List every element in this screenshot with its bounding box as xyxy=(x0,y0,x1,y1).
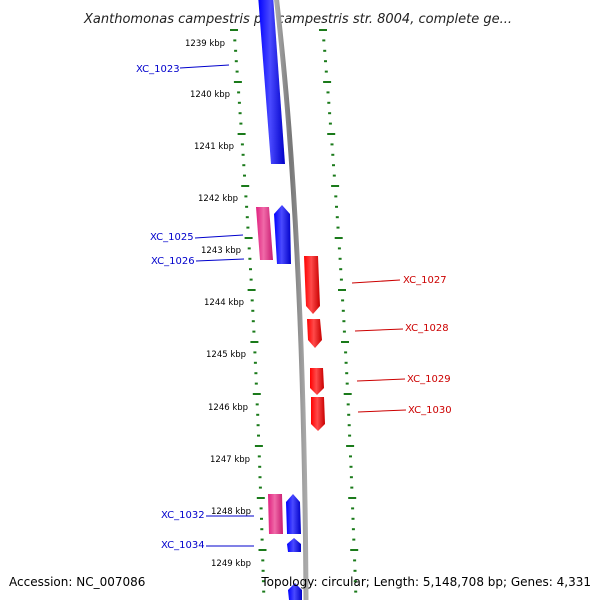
gene-label-XC_1029[interactable]: XC_1029 xyxy=(407,374,451,385)
gene-labels: XC_1023 XC_1025 XC_1026 XC_1027 XC_1028 … xyxy=(136,64,452,551)
accession-text: Accession: NC_007086 xyxy=(9,575,145,589)
leader-XC_1030 xyxy=(357,409,407,413)
leader-XC_1025 xyxy=(194,234,244,239)
leader-XC_1023 xyxy=(179,64,230,69)
gene-XC_1025[interactable] xyxy=(256,207,273,260)
gene-XC_1030[interactable] xyxy=(311,397,325,431)
tick-label-1247: 1247 kbp xyxy=(210,455,250,465)
tick-label-1244: 1244 kbp xyxy=(204,298,244,308)
gene-label-XC_1032[interactable]: XC_1032 xyxy=(161,510,205,521)
leader-XC_1027 xyxy=(351,279,401,284)
gene-XC_1033[interactable] xyxy=(286,494,301,534)
tick-label-1243: 1243 kbp xyxy=(201,246,241,256)
gene-XC_1028[interactable] xyxy=(307,319,322,348)
gene-XC_1032[interactable] xyxy=(268,494,283,534)
tick-label-1249: 1249 kbp xyxy=(211,559,251,569)
gene-label-XC_1030[interactable]: XC_1030 xyxy=(408,405,452,416)
gene-XC_1034[interactable] xyxy=(287,538,301,552)
gene-label-XC_1028[interactable]: XC_1028 xyxy=(405,323,449,334)
outer-scale-ticks xyxy=(319,29,359,593)
tick-label-1248: 1248 kbp xyxy=(211,507,251,517)
topology-text: Topology: circular; Length: 5,148,708 bp… xyxy=(260,575,591,589)
tick-label-1241: 1241 kbp xyxy=(194,142,234,152)
map-title: Xanthomonas campestris pv. campestris st… xyxy=(83,12,512,27)
tick-label-1242: 1242 kbp xyxy=(198,194,238,204)
leader-XC_1029 xyxy=(356,378,406,382)
tick-label-1246: 1246 kbp xyxy=(208,403,248,413)
leader-XC_1028 xyxy=(354,328,404,332)
gene-label-XC_1025[interactable]: XC_1025 xyxy=(150,232,194,243)
scale-labels: 1239 kbp 1240 kbp 1241 kbp 1242 kbp 1243… xyxy=(185,39,251,569)
gene-label-XC_1034[interactable]: XC_1034 xyxy=(161,540,205,551)
gene-XC_1023[interactable] xyxy=(258,0,285,164)
gene-XC_1027[interactable] xyxy=(304,256,320,314)
gene-XC_1035[interactable] xyxy=(288,583,302,600)
gene-features xyxy=(256,0,325,600)
gene-XC_1029[interactable] xyxy=(310,368,324,395)
tick-label-1240: 1240 kbp xyxy=(190,90,230,100)
gene-label-XC_1027[interactable]: XC_1027 xyxy=(403,275,447,286)
gene-label-XC_1023[interactable]: XC_1023 xyxy=(136,64,180,75)
leader-XC_1026 xyxy=(195,258,245,262)
genome-backbone-line xyxy=(274,0,309,600)
tick-label-1239: 1239 kbp xyxy=(185,39,225,49)
tick-label-1245: 1245 kbp xyxy=(206,350,246,360)
label-leader-lines xyxy=(179,64,407,547)
gene-XC_1026[interactable] xyxy=(274,205,291,264)
gene-label-XC_1026[interactable]: XC_1026 xyxy=(151,256,195,267)
inner-scale-ticks xyxy=(230,29,267,593)
